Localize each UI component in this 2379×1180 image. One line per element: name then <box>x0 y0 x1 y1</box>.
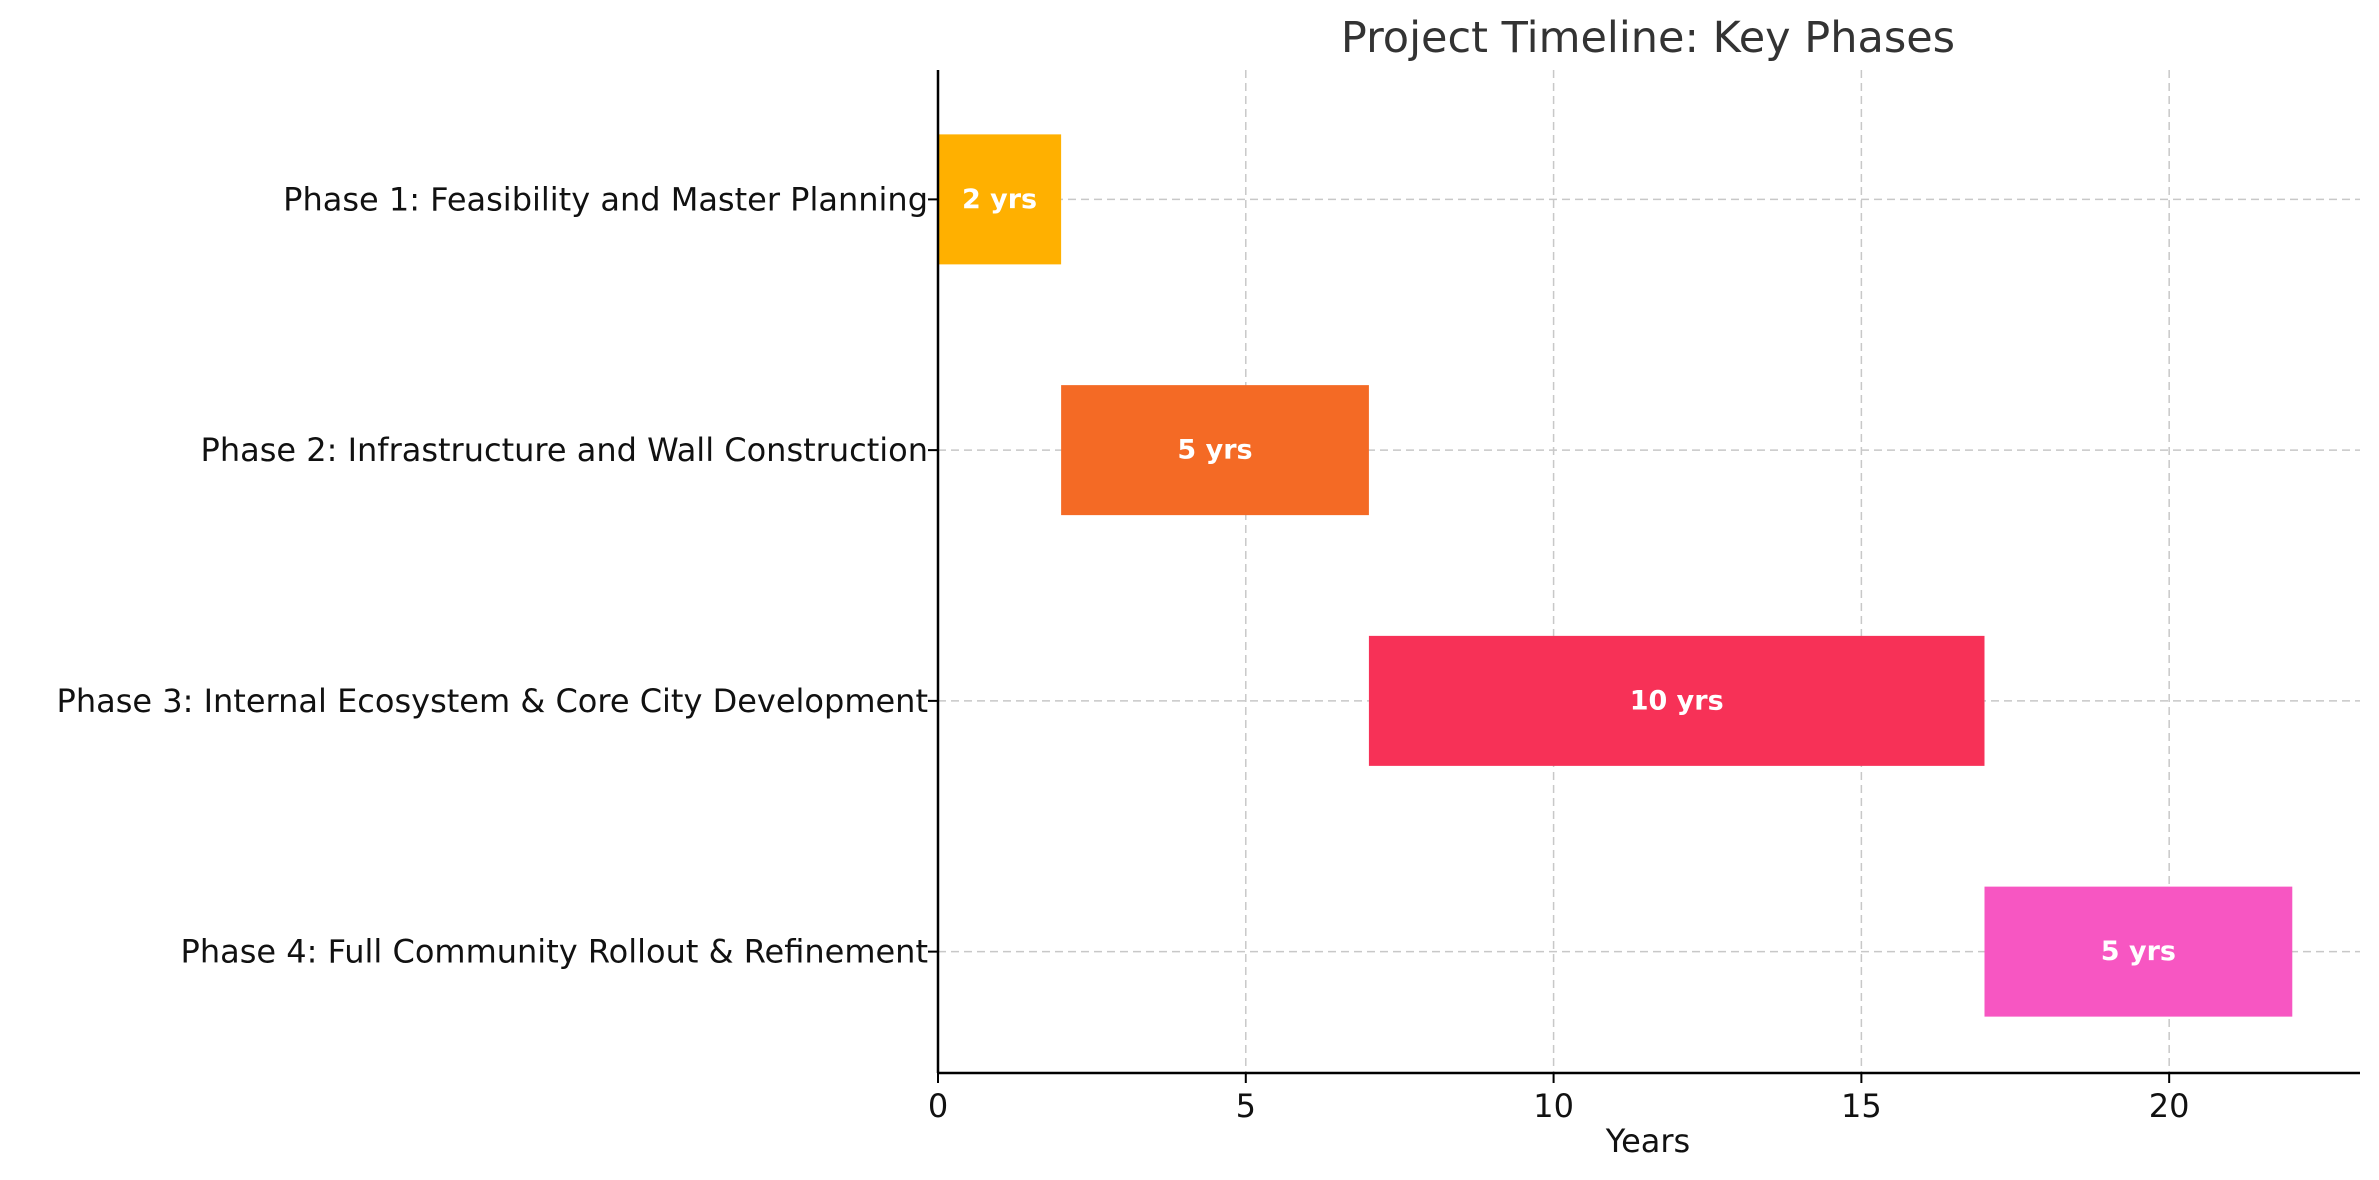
phase-label: Phase 4: Full Community Rollout & Refine… <box>181 933 928 971</box>
bar-layer: 2 yrs 5 yrs 10 yrs 5 yrs <box>938 134 2293 1017</box>
phase-label: Phase 3: Internal Ecosystem & Core City … <box>57 682 928 720</box>
x-tick-label: 0 <box>928 1087 948 1125</box>
timeline-bar <box>938 134 1062 265</box>
bar-duration-label: 2 yrs <box>962 184 1037 215</box>
timeline-bar <box>1984 886 2293 1017</box>
x-tick-label: 5 <box>1236 1087 1256 1125</box>
chart-title: Project Timeline: Key Phases <box>1341 13 1955 63</box>
phase-label: Phase 1: Feasibility and Master Planning <box>283 180 928 218</box>
timeline-bar <box>1061 385 1369 516</box>
x-tick-label: 20 <box>2149 1087 2190 1125</box>
bar-duration-label: 5 yrs <box>2101 936 2176 967</box>
timeline-bar <box>1368 635 1985 766</box>
x-tick-label: 10 <box>1533 1087 1574 1125</box>
bar-duration-label: 10 yrs <box>1630 685 1724 716</box>
axis-layer: 0 5 10 15 20 Phase 1: Feasibility and Master … <box>57 70 2360 1125</box>
bar-duration-label: 5 yrs <box>1177 435 1252 466</box>
x-axis-label: Years <box>1605 1122 1690 1160</box>
phase-label: Phase 2: Infrastructure and Wall Constru… <box>201 431 928 469</box>
x-tick-label: 15 <box>1841 1087 1882 1125</box>
